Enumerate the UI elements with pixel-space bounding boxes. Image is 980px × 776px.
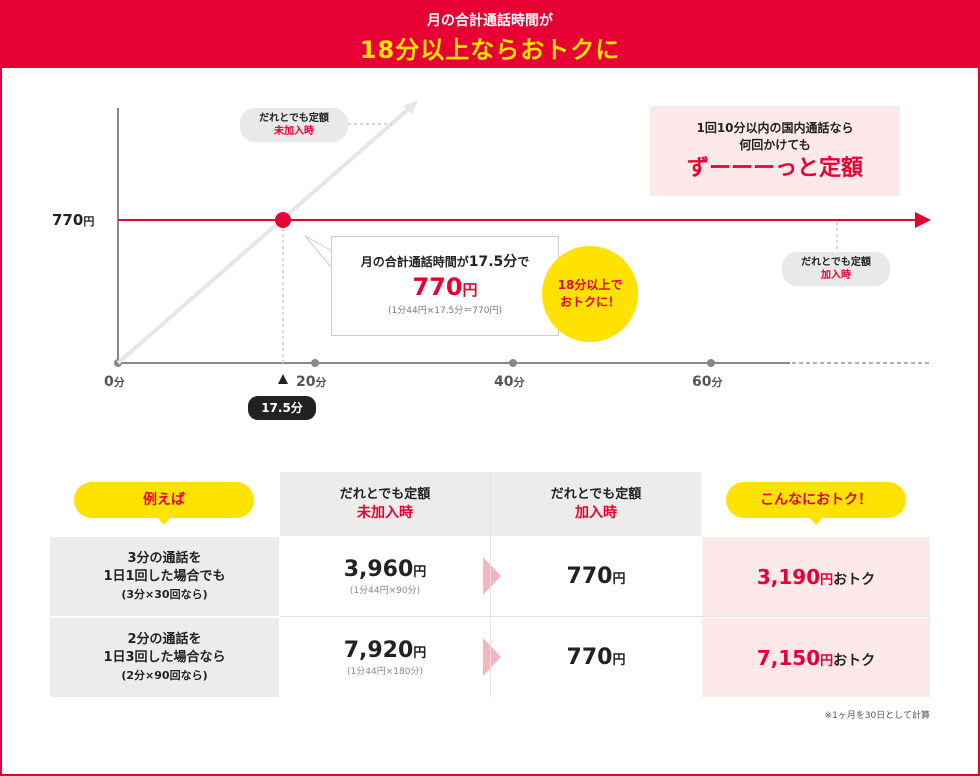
example-bubble: 例えば [74, 482, 254, 518]
header-line1: 月の合計通話時間が [427, 13, 553, 29]
row2-member-value: 770円 [566, 645, 626, 670]
callout-pointer [304, 235, 333, 270]
x-tick-label-20: 20分 [296, 374, 327, 390]
row1-nonmember: 3,960円 (1分44円×90分) [280, 537, 490, 616]
x-tick-dot-40 [509, 359, 517, 367]
row2-arrow-icon [483, 638, 501, 676]
intersection-flag: 17.5分 [248, 396, 316, 420]
row2-nonmember: 7,920円 (1分44円×180分) [280, 618, 490, 697]
info-line1: 1回10分以内の国内通話なら [696, 121, 854, 135]
nonmember-arrowhead [403, 100, 418, 114]
example-bubble-wrap: 例えば [74, 482, 254, 518]
header-nonmember: だれとでも定額 未加入時 [280, 472, 490, 536]
member-arrowhead [915, 212, 931, 228]
flag-pointer [278, 374, 288, 384]
callout-price: 770円 [412, 273, 478, 301]
info-line2: 何回かけても [739, 138, 811, 152]
member-pill-top: だれとでも定額 [801, 257, 871, 268]
example-bubble-tail [156, 516, 172, 525]
chart-svg [114, 100, 931, 384]
x-tick-label-0: 0分 [104, 374, 125, 390]
row2-savings-value: 7,150円おトク [756, 645, 876, 670]
header-line2: 18分以上ならおトクに [359, 36, 621, 64]
row2-member: 770円 [491, 618, 701, 697]
info-box: 1回10分以内の国内通話なら 何回かけても ずーーーっと定額 [650, 106, 900, 196]
header-member: だれとでも定額 加入時 [491, 472, 701, 536]
otoku-badge: 18分以上で おトクに！ [542, 246, 638, 342]
row1-member-value: 770円 [566, 564, 626, 589]
x-tick-label-40: 40分 [494, 374, 525, 390]
row1-nonmember-calc: (1分44円×90分) [349, 586, 421, 596]
nonmember-pill-top: だれとでも定額 [259, 113, 329, 124]
nonmember-pill: だれとでも定額 未加入時 [240, 108, 348, 142]
row-divider [280, 616, 930, 617]
savings-bubble-wrap: こんなにおトク！ [726, 482, 906, 518]
member-pill-bottom: 加入時 [821, 270, 851, 281]
row2-savings: 7,150円おトク [702, 618, 930, 697]
row2-label: 2分の通話を 1日3回した場合なら (2分×90回なら) [50, 618, 279, 697]
callout-calc: (1分44円×17.5分＝770円) [388, 306, 502, 316]
x-tick-label-60: 60分 [692, 374, 723, 390]
y-tick-label: 770円 [52, 211, 94, 229]
nonmember-pill-bottom: 未加入時 [274, 126, 314, 137]
comparison-chart: だれとでも定額 未加入時 だれとでも定額 加入時 770円 0分 20分 40分… [0, 68, 980, 448]
row2-nonmember-value: 7,920円 [343, 638, 427, 663]
badge-line1: 18分以上で [557, 278, 623, 292]
info-big: ずーーーっと定額 [686, 156, 863, 181]
row1-label: 3分の通話を 1日1回した場合でも (3分×30回なら) [50, 537, 279, 616]
row1-savings: 3,190円おトク [702, 537, 930, 616]
header-nonmember-top: だれとでも定額 [339, 487, 431, 502]
y-tick-value: 770 [52, 211, 84, 229]
x-tick-dot-60 [707, 359, 715, 367]
member-pill: だれとでも定額 加入時 [782, 252, 890, 286]
x-tick-dot-20 [311, 359, 319, 367]
header-member-top: だれとでも定額 [550, 487, 642, 502]
column-divider [490, 472, 491, 697]
savings-bubble-tail [808, 516, 824, 525]
header-banner: 月の合計通話時間が 18分以上ならおトクに [0, 0, 980, 68]
row1-arrow-icon [483, 557, 501, 595]
y-tick-unit: 円 [83, 215, 95, 228]
savings-bubble: こんなにおトク！ [726, 482, 906, 518]
row1-nonmember-value: 3,960円 [343, 557, 427, 582]
callout-line1: 月の合計通話時間が17.5分で [360, 254, 530, 270]
row1-savings-value: 3,190円おトク [756, 564, 876, 589]
header-member-bottom: 加入時 [575, 505, 617, 521]
header-nonmember-bottom: 未加入時 [357, 505, 413, 521]
nonmember-line [116, 104, 414, 365]
footnote: ※1ヶ月を30日として計算 [824, 711, 930, 721]
intersection-point [275, 212, 291, 228]
row2-nonmember-calc: (1分44円×180分) [347, 667, 423, 677]
badge-line2: おトクに！ [559, 295, 620, 309]
callout-box: 月の合計通話時間が17.5分で 770円 (1分44円×17.5分＝770円) [331, 236, 559, 336]
row1-member: 770円 [491, 537, 701, 616]
